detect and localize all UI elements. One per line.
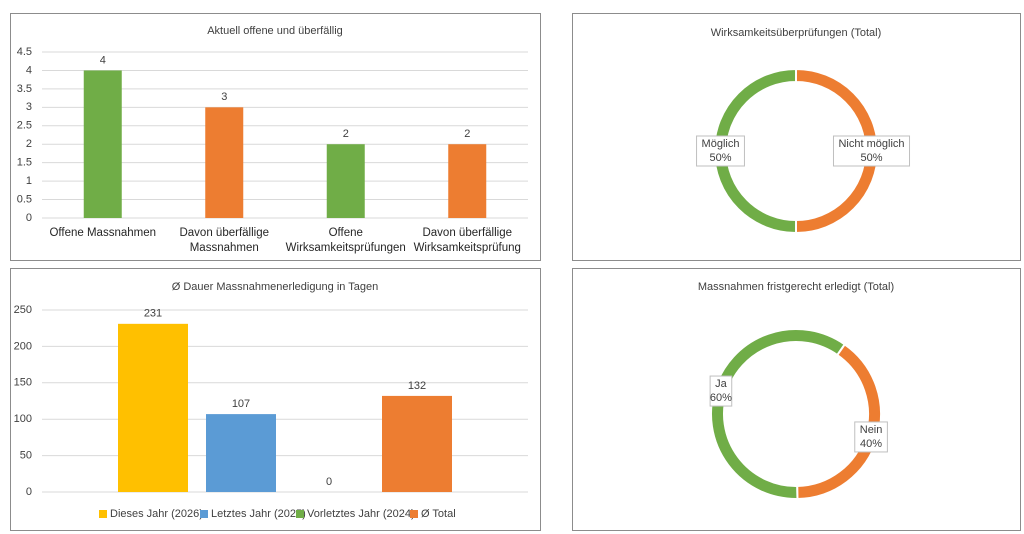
donut-slice: [796, 342, 882, 501]
bar: [448, 144, 487, 218]
bar: [206, 414, 276, 492]
data-label-value: 50%: [709, 152, 731, 164]
y-tick-label: 0: [26, 486, 32, 498]
x-tick-label: Offene Massnahmen: [49, 227, 157, 239]
chart-title: Wirksamkeitsüberprüfungen (Total): [711, 27, 882, 39]
data-label-box: [709, 375, 733, 407]
y-tick-label: 1.5: [17, 157, 32, 169]
data-label-box: [696, 135, 745, 167]
value-label: 132: [408, 380, 426, 392]
data-label-category: Nicht möglich: [838, 138, 904, 150]
data-label-category: Ja: [715, 378, 728, 390]
chart-title: Ø Dauer Massnahmenerledigung in Tagen: [172, 281, 378, 293]
bar: [382, 395, 452, 492]
y-tick-label: 150: [14, 377, 32, 389]
legend-swatch: [410, 510, 418, 518]
value-label: 231: [144, 308, 162, 320]
legend-label: Letztes Jahr (2025): [211, 508, 306, 520]
legend-label: Vorletztes Jahr (2024): [307, 508, 415, 520]
y-tick-label: 0.5: [17, 193, 32, 205]
bar: [83, 70, 122, 218]
x-tick-label: Offene Wirksamkeitsprüfungen: [285, 227, 406, 254]
y-tick-label: 200: [14, 340, 32, 352]
value-label: 4: [100, 54, 106, 66]
bar: [118, 323, 188, 492]
legend-swatch: [99, 510, 107, 518]
data-label-box: [854, 421, 888, 453]
value-label: 3: [221, 91, 227, 103]
value-label: 2: [343, 128, 349, 140]
value-label: 2: [464, 128, 470, 140]
y-tick-label: 2.5: [17, 120, 32, 132]
x-tick-label: Davon überfällige Massnahmen: [179, 227, 269, 254]
x-tick-label: Davon überfällige Wirksamkeitsprüfung: [413, 227, 521, 254]
y-tick-label: 1: [26, 175, 32, 187]
data-label-value: 60%: [710, 392, 732, 404]
bar: [326, 144, 365, 218]
y-tick-label: 250: [14, 304, 32, 316]
value-label: 107: [232, 398, 250, 410]
data-label-category: Nein: [860, 424, 883, 436]
legend-swatch: [200, 510, 208, 518]
chart-title: Massnahmen fristgerecht erledigt (Total): [698, 281, 894, 293]
data-label-box: [832, 135, 911, 167]
y-tick-label: 4.5: [17, 46, 32, 58]
bar: [205, 107, 244, 218]
donut-slice: [795, 67, 879, 235]
y-tick-label: 100: [14, 413, 32, 425]
data-label-value: 50%: [860, 152, 882, 164]
y-tick-label: 3.5: [17, 83, 32, 95]
y-tick-label: 2: [26, 138, 32, 150]
legend-swatch: [296, 510, 304, 518]
legend-label: Ø Total: [421, 508, 456, 520]
data-label-category: Möglich: [702, 138, 740, 150]
y-tick-label: 50: [20, 450, 32, 462]
y-tick-label: 3: [26, 101, 32, 113]
value-label: 0: [326, 476, 332, 488]
legend-label: Dieses Jahr (2026): [110, 508, 203, 520]
data-label-value: 40%: [860, 438, 882, 450]
y-tick-label: 0: [26, 212, 32, 224]
y-tick-label: 4: [26, 64, 32, 76]
chart-title: Aktuell offene und überfällig: [207, 25, 343, 37]
